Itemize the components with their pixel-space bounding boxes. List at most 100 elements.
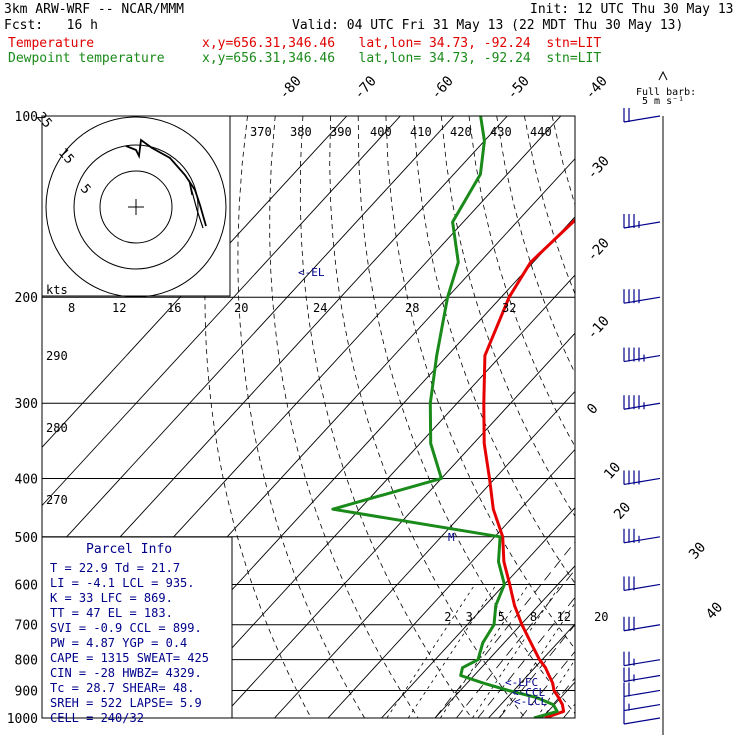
theta-label: 380	[290, 125, 312, 139]
theta-label: 400	[370, 125, 392, 139]
isotherm-line	[167, 274, 575, 718]
wind-barb-shaft	[623, 221, 661, 229]
dewpoint-profile	[331, 116, 559, 718]
dewpoint-location: x,y=656.31,346.46 lat,lon= 34.73, -92.24…	[202, 51, 602, 66]
dewpoint-legend: Dewpoint temperature	[8, 51, 165, 66]
isotherm-line	[434, 565, 575, 718]
m-annotation: M	[448, 531, 455, 544]
hodograph-axis-label: 16	[167, 301, 181, 315]
dry-adiabat	[551, 116, 575, 207]
isotherm-label: -20	[584, 235, 613, 265]
isotherm-label: -50	[504, 73, 533, 103]
isotherm-line	[488, 623, 575, 718]
parcel-info-row: TT = 47 EL = 183.	[50, 606, 173, 620]
pressure-tick-label: 200	[15, 291, 38, 306]
wind-barb-shaft	[623, 115, 661, 123]
parcel-info-row: Tc = 28.7 SHEAR= 48.	[50, 681, 195, 695]
moist-adiabat	[477, 596, 575, 718]
pressure-tick-label: 600	[15, 578, 38, 593]
isotherm-label: 20	[611, 499, 634, 522]
moist-adiabat	[585, 297, 740, 718]
theta-label: 370	[250, 125, 272, 139]
dry-adiabat	[237, 116, 365, 718]
dry-adiabat	[385, 116, 575, 650]
isotherm-line	[381, 507, 575, 718]
pressure-tick-label: 900	[15, 684, 38, 699]
wind-barb-shaft	[623, 674, 661, 683]
isotherm-label: -70	[351, 73, 380, 103]
isotherm-label: 30	[686, 539, 709, 562]
dry-adiabat	[329, 116, 526, 718]
moist-adiabat	[498, 624, 575, 718]
barb-north-arrow	[658, 70, 668, 81]
wind-barb-shaft	[623, 402, 661, 410]
parcel-info-row: SREH = 522 LAPSE= 5.9	[50, 696, 202, 710]
valid-time: Valid: 04 UTC Fri 31 May 13 (22 MDT Thu …	[292, 18, 684, 33]
pressure-tick-label: 300	[15, 397, 38, 412]
pressure-tick-label: 1000	[7, 712, 38, 727]
temperature-profile	[482, 218, 575, 718]
hodograph-units: kts	[46, 283, 68, 297]
dry-adiabat	[413, 116, 575, 584]
parcel-info-frame	[41, 536, 233, 719]
isotherm-label: -80	[276, 73, 305, 103]
mixing-ratio-label: 5	[498, 610, 505, 624]
mixing-ratio-label: 12	[557, 610, 571, 624]
dry-adiabat	[608, 116, 740, 718]
theta-label: 410	[410, 125, 432, 139]
parcel-info-row: T = 22.9 Td = 21.7	[50, 561, 180, 575]
parcel-info-row: CIN = -28 HWBZ= 4329.	[50, 666, 202, 680]
parcel-info-row: LI = -4.1 LCL = 935.	[50, 576, 195, 590]
pressure-tick-label: 100	[15, 110, 38, 125]
theta-label-low: 270	[46, 493, 68, 507]
theta-label: 440	[530, 125, 552, 139]
isotherm-label: 10	[601, 459, 624, 482]
parcel-info-row: SVI = -0.9 CCL = 899.	[50, 621, 202, 635]
theta-label-low: 280	[46, 421, 68, 435]
init-time: Init: 12 UTC Thu 30 May 13	[530, 2, 734, 17]
mixing-ratio-label: 2	[444, 610, 451, 624]
dry-adiabat	[299, 116, 472, 718]
dry-adiabat	[496, 116, 575, 374]
hodograph	[41, 115, 231, 298]
hodograph-axis-label: 12	[112, 301, 126, 315]
hodograph-trace-lower	[188, 179, 204, 229]
moist-adiabat	[541, 677, 575, 718]
dry-adiabat	[635, 116, 740, 718]
barb-legend-title: Full barb:	[636, 87, 696, 98]
dry-adiabat	[524, 116, 575, 295]
wind-barb-shaft	[623, 717, 661, 725]
plot-area	[42, 116, 740, 718]
parcel-info-row: K = 33 LFC = 869.	[50, 591, 173, 605]
theta-label: 420	[450, 125, 472, 139]
wind-barb-shaft	[623, 659, 661, 667]
hodograph-trace	[125, 138, 207, 227]
wind-barb-shaft	[623, 354, 661, 363]
hodograph-axis-label: 28	[405, 301, 419, 315]
isotherm-label: -10	[584, 313, 613, 343]
wind-barb-shaft	[623, 624, 661, 632]
lfc-annotation: <-LFC	[505, 676, 538, 689]
wind-barb-shaft	[623, 296, 661, 304]
isotherm-line	[274, 390, 575, 718]
parcel-info-title: Parcel Info	[86, 542, 172, 557]
hodograph-axis-label: 24	[313, 301, 327, 315]
theta-label: 430	[490, 125, 512, 139]
plot-frame	[41, 115, 576, 719]
hodograph-ring	[73, 144, 199, 270]
dry-adiabat	[580, 116, 740, 718]
isotherm-label: 0	[584, 401, 602, 418]
moist-adiabat	[563, 703, 575, 718]
mixing-ratio-label: 20	[594, 610, 608, 624]
parcel-info-row: PW = 4.87 YGP = 0.4	[50, 636, 187, 650]
hodograph-ring	[99, 170, 173, 244]
dry-adiabat	[468, 116, 575, 448]
wind-barb-shaft	[623, 477, 661, 486]
dry-adiabat	[204, 116, 312, 718]
dry-adiabat	[663, 116, 740, 718]
temperature-location: x,y=656.31,346.46 lat,lon= 34.73, -92.24…	[202, 36, 602, 51]
dry-adiabat	[691, 116, 740, 718]
pressure-tick-label: 500	[15, 531, 38, 546]
ccl-annotation: <-CCL	[512, 686, 545, 699]
wind-barb-shaft	[623, 536, 661, 544]
